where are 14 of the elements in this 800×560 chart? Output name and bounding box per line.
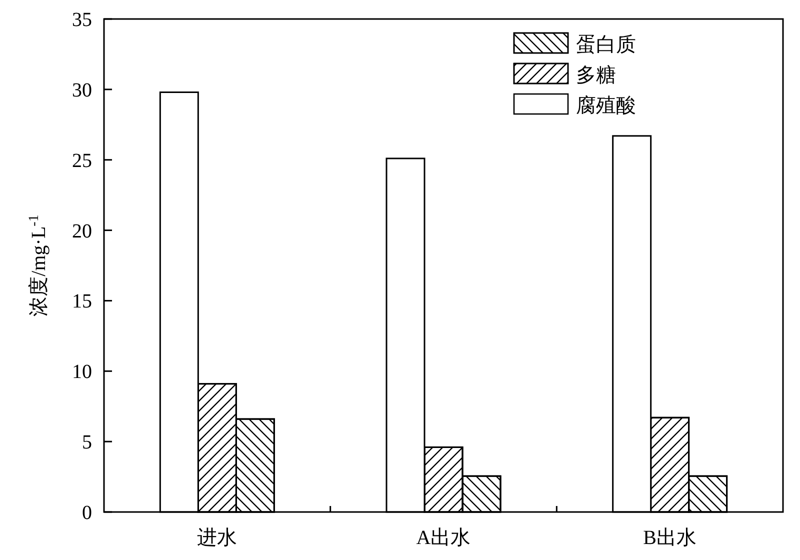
x-tick-label: B出水 [643, 527, 697, 549]
x-tick-label: A出水 [416, 527, 471, 549]
y-tick-label: 25 [72, 150, 92, 172]
y-tick-label: 30 [72, 79, 92, 102]
legend-label: 多糖 [576, 64, 616, 86]
legend-label: 腐殖酸 [576, 95, 636, 117]
y-tick-label: 35 [72, 9, 92, 31]
y-tick-label: 0 [82, 502, 92, 524]
legend-label: 蛋白质 [576, 34, 636, 56]
y-tick-label: 15 [72, 290, 92, 313]
y-tick-label: 20 [72, 220, 92, 242]
x-tick-label: 进水 [197, 527, 238, 549]
y-tick-label: 5 [82, 432, 92, 454]
y-tick-label: 10 [72, 361, 92, 384]
